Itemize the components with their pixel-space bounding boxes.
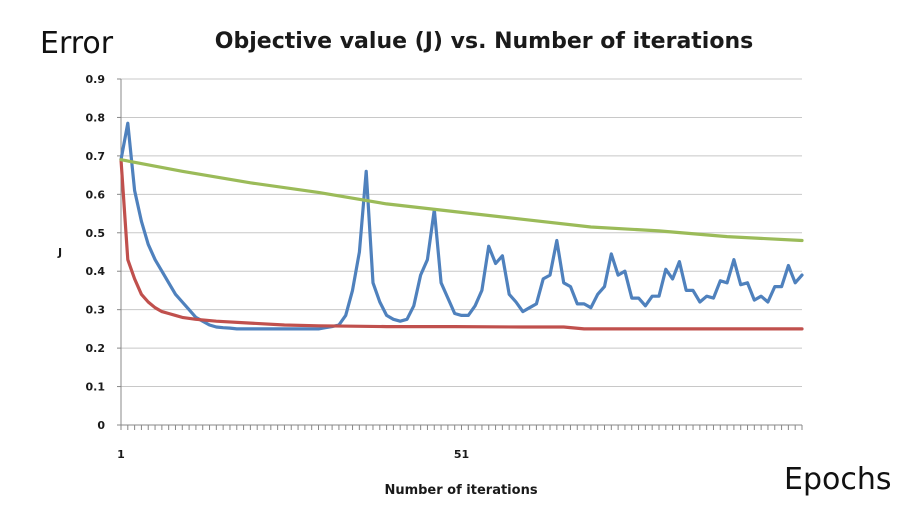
y-tick-label: 0.3 [86,304,106,317]
y-tick-label: 0.9 [86,73,106,86]
series-line-2 [119,158,804,331]
y-tick-label: 0.8 [86,111,106,124]
x-axis-label: Number of iterations [384,483,537,498]
series-line-1 [119,121,804,331]
series-lines [119,121,804,331]
y-tick-label: 0.7 [86,150,106,163]
y-tick-label: 0.1 [86,381,106,394]
y-ticks: 0 0.1 0.2 0.3 0.4 0.5 0.6 0.7 0.8 0.9 [86,73,121,432]
y-tick-label: 0.2 [86,342,106,355]
y-tick-label: 0.5 [86,227,106,240]
x-ticks: 1 51 [117,425,803,461]
epochs-annotation: Epochs [784,462,892,497]
y-tick-label: 0.6 [86,188,106,201]
series-line-3 [119,158,804,243]
chart-title: Objective value (J) vs. Number of iterat… [215,29,753,54]
y-axis-label: J [57,246,62,259]
y-tick-label: 0 [97,419,105,432]
error-annotation: Error [40,26,114,61]
y-tick-label: 0.4 [86,265,106,278]
x-tick-label: 51 [454,448,469,461]
x-tick-label: 1 [117,448,125,461]
grid [121,78,802,388]
